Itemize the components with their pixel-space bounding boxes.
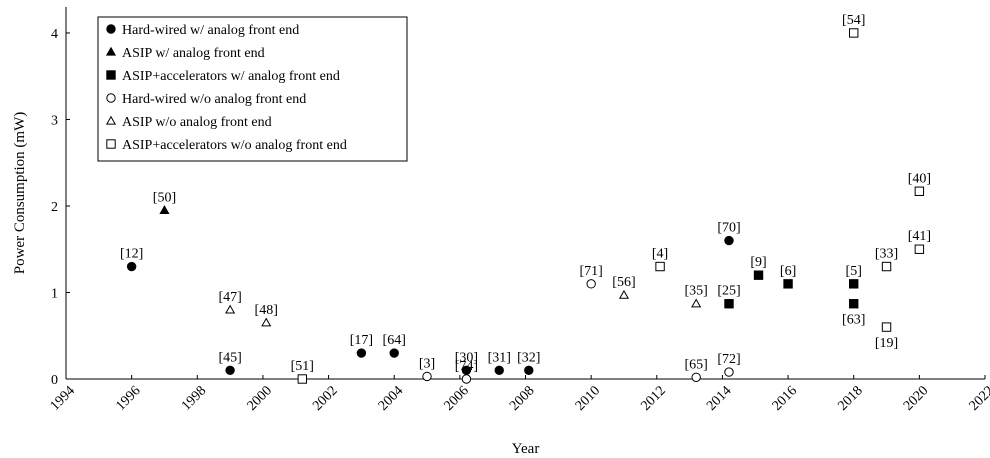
x-ticks: 1994 1996 1998 2000 2002 2004 2006 2008 2010 2012…	[48, 375, 990, 414]
x-tick-label: 2022	[967, 383, 990, 413]
data-point	[524, 365, 534, 376]
data-label: [31]	[488, 350, 511, 365]
data-point	[494, 365, 504, 376]
data-point	[618, 289, 630, 299]
data-point	[753, 270, 764, 280]
data-label: [54]	[842, 13, 865, 28]
x-tick-label: 1994	[48, 383, 78, 413]
data-label: [6]	[780, 264, 796, 279]
data-point	[225, 365, 235, 376]
y-tick-label: 0	[51, 373, 58, 388]
data-point	[126, 261, 137, 272]
data-label: [17]	[350, 333, 373, 348]
legend-entry: Hard-wired w/o analog front end	[122, 92, 306, 107]
data-point	[297, 374, 308, 384]
data-point	[261, 317, 272, 327]
data-label: [12]	[120, 247, 143, 262]
data-label: [3]	[419, 356, 435, 371]
data-label: [25]	[717, 284, 740, 299]
data-label: [40]	[908, 171, 931, 186]
data-label: [5]	[846, 264, 862, 279]
x-tick-label: 2006	[442, 383, 472, 413]
x-tick-label: 1996	[113, 383, 143, 413]
x-tick-label: 2012	[638, 383, 668, 413]
legend-marker	[106, 70, 116, 80]
legend: Hard-wired w/ analog front end ASIP w/ an…	[97, 16, 408, 162]
data-point	[159, 205, 170, 214]
x-tick-label: 2000	[245, 383, 275, 413]
data-label: [41]	[908, 229, 931, 244]
data-label: [74]	[455, 359, 478, 374]
data-point	[914, 186, 925, 196]
x-tick-label: 2004	[376, 383, 406, 413]
data-point	[691, 298, 702, 308]
data-point	[422, 371, 432, 382]
legend-marker	[106, 139, 116, 149]
y-tick-label: 3	[51, 113, 58, 128]
legend-marker	[106, 93, 116, 103]
data-point	[881, 261, 892, 272]
legend-marker	[106, 24, 116, 34]
data-point	[356, 348, 367, 358]
y-tick-label: 4	[51, 27, 58, 42]
legend-entry: Hard-wired w/ analog front end	[122, 23, 299, 38]
data-point	[655, 261, 665, 272]
data-point	[586, 279, 596, 289]
data-label: [48]	[255, 303, 278, 318]
x-tick-label: 2008	[507, 383, 537, 413]
data-label: [51]	[291, 359, 314, 374]
data-label: [65]	[685, 357, 708, 372]
data-point	[724, 367, 734, 377]
data-point	[914, 244, 925, 254]
data-point	[691, 372, 701, 382]
y-tick-label: 1	[51, 286, 58, 301]
data-label: [4]	[652, 247, 668, 262]
data-point	[849, 279, 859, 289]
data-label: [72]	[717, 352, 740, 367]
data-point	[881, 322, 892, 332]
data-label: [9]	[750, 255, 766, 270]
x-tick-label: 2010	[573, 383, 603, 413]
legend-entry: ASIP+accelerators w/o analog front end	[122, 138, 347, 153]
data-point	[724, 299, 734, 309]
data-label: [47]	[218, 290, 241, 305]
data-point	[783, 279, 793, 289]
y-tick-label: 2	[51, 200, 58, 215]
x-tick-label: 1998	[179, 383, 209, 413]
x-tick-label: 2018	[835, 383, 865, 413]
legend-entry: ASIP+accelerators w/ analog front end	[122, 69, 340, 84]
y-ticks: 0 1 2 3 4	[51, 27, 70, 388]
x-axis-label: Year	[512, 441, 540, 457]
data-point	[389, 348, 399, 358]
legend-entry: ASIP w/o analog front end	[122, 115, 272, 130]
data-points: [12] [45] [17] [64] [30] [31] [32] [70] [50] [25]…	[120, 13, 931, 384]
legend-entry: ASIP w/ analog front end	[122, 46, 265, 61]
data-label: [71]	[579, 264, 602, 279]
data-label: [19]	[875, 336, 898, 351]
x-tick-label: 2014	[704, 383, 734, 413]
legend-marker	[105, 46, 117, 56]
data-label: [35]	[685, 284, 708, 299]
data-point	[849, 28, 859, 38]
data-label: [45]	[218, 350, 241, 365]
data-point	[724, 235, 734, 246]
data-label: [70]	[717, 221, 740, 236]
y-axis-label: Power Consumption (mW)	[12, 112, 28, 275]
x-tick-label: 2016	[770, 383, 800, 413]
legend-box	[97, 16, 408, 162]
data-point	[849, 299, 859, 309]
legend-marker	[105, 115, 117, 125]
x-tick-label: 2002	[310, 383, 340, 413]
data-label: [63]	[842, 313, 865, 328]
data-label: [30]	[455, 350, 478, 365]
x-tick-label: 2020	[901, 383, 931, 413]
data-label: [33]	[875, 247, 898, 262]
data-label: [64]	[383, 333, 406, 348]
data-label: [56]	[612, 275, 635, 290]
data-point	[225, 304, 236, 314]
data-label: [32]	[517, 350, 540, 365]
data-label: [50]	[153, 190, 176, 205]
data-point	[461, 374, 472, 384]
